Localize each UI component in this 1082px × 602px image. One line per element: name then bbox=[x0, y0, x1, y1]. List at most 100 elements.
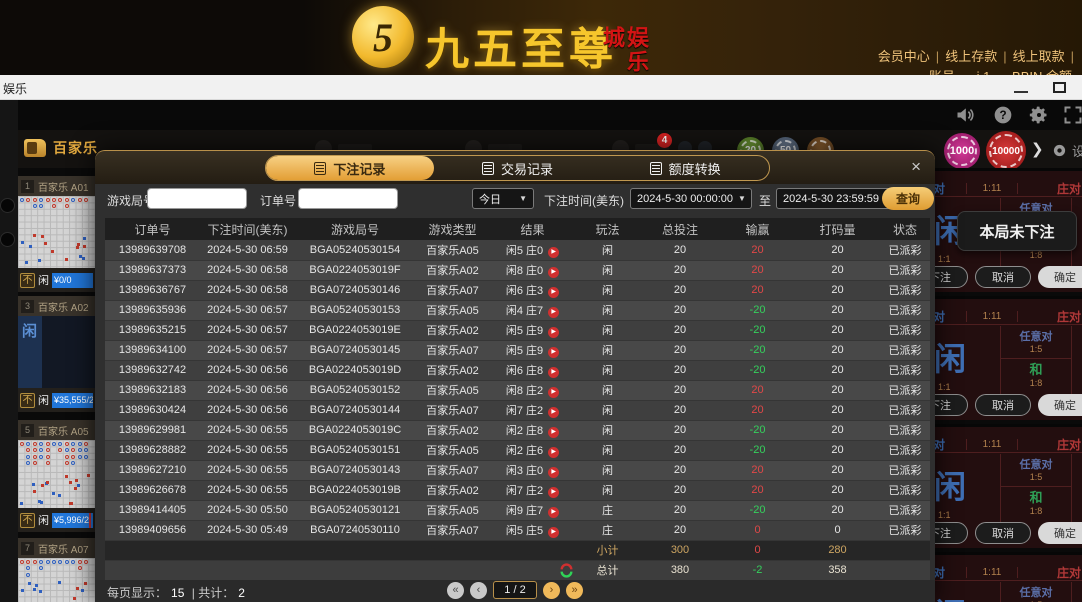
roadmap-a07[interactable] bbox=[18, 558, 95, 602]
settings-gear-icon[interactable] bbox=[1029, 105, 1049, 125]
replay-icon[interactable]: ▶ bbox=[548, 246, 560, 258]
result-cell: 闲8 庄0 ▶ bbox=[490, 260, 575, 280]
player-bet[interactable]: 闲 bbox=[934, 590, 966, 602]
table-row[interactable]: 13989635936 2024-5-30 06:57 BGA05240530153… bbox=[105, 300, 930, 320]
table-amount: ¥35,555/24 bbox=[52, 392, 93, 408]
replay-icon[interactable]: ▶ bbox=[548, 407, 560, 418]
no-bet-overlay: 本局未下注 bbox=[957, 211, 1077, 251]
chip-10000[interactable]: 10000 bbox=[986, 131, 1026, 171]
cancel-button[interactable]: 取消 bbox=[975, 522, 1031, 544]
no-bet-badge[interactable]: 不 bbox=[20, 272, 35, 288]
range-select[interactable]: 今日 ▼ bbox=[472, 188, 534, 209]
player-odds: 1:1 bbox=[938, 510, 951, 520]
replay-icon[interactable]: ▶ bbox=[548, 347, 560, 358]
to-datetime-select[interactable]: 2024-5-30 23:59:59 ▼ bbox=[776, 188, 898, 209]
confirm-button[interactable]: 确定 bbox=[1038, 266, 1082, 288]
replay-icon[interactable]: ▶ bbox=[548, 307, 560, 318]
any-pair-bet[interactable]: 任意对 bbox=[1019, 587, 1053, 599]
balance-label: BBIN 余额 bbox=[1012, 69, 1072, 75]
window-minimize-button[interactable] bbox=[1014, 91, 1028, 93]
table-settings[interactable]: 设 bbox=[1052, 141, 1082, 160]
banker-pair-bet[interactable]: 庄对 bbox=[1056, 182, 1081, 196]
replay-icon[interactable]: ▶ bbox=[548, 267, 560, 278]
result-cell: 闲8 庄2 ▶ bbox=[490, 380, 575, 400]
replay-icon[interactable]: ▶ bbox=[548, 487, 560, 498]
replay-icon[interactable]: ▶ bbox=[548, 327, 560, 338]
order-input[interactable] bbox=[298, 188, 398, 209]
tie-bet[interactable]: 和 bbox=[1001, 486, 1071, 506]
table-row[interactable]: 13989629981 2024-5-30 06:55 BGA0224053019C… bbox=[105, 420, 930, 440]
no-bet-badge[interactable]: 不 bbox=[20, 392, 35, 408]
table-row[interactable]: 13989635215 2024-5-30 06:57 BGA0224053019E… bbox=[105, 320, 930, 340]
replay-icon[interactable]: ▶ bbox=[548, 507, 560, 518]
window-maximize-button[interactable] bbox=[1053, 82, 1066, 93]
table-row[interactable]: 13989639708 2024-5-30 06:59 BGA05240530154… bbox=[105, 240, 930, 260]
next-page-button[interactable]: › bbox=[543, 581, 560, 599]
table-row[interactable]: 13989628882 2024-5-30 06:55 BGA05240530151… bbox=[105, 440, 930, 460]
table-card-a01[interactable]: 1 百家乐 A01 不 闲 ¥0/0 bbox=[18, 176, 95, 292]
table-row[interactable]: 13989632183 2024-5-30 06:56 BGA05240530152… bbox=[105, 380, 930, 400]
table-preview-a02[interactable]: 闲 bbox=[18, 316, 95, 388]
fullscreen-icon[interactable] bbox=[1063, 105, 1082, 125]
no-bet-badge[interactable]: 不 bbox=[20, 512, 35, 528]
table-row[interactable]: 13989626678 2024-5-30 06:55 BGA0224053019B… bbox=[105, 480, 930, 500]
tie-bet[interactable]: 和 bbox=[1001, 358, 1071, 378]
rail-icon[interactable] bbox=[0, 232, 15, 247]
close-icon[interactable]: × bbox=[911, 157, 921, 176]
table-row[interactable]: 13989632742 2024-5-30 06:56 BGA0224053019D… bbox=[105, 360, 930, 380]
tab-transaction-records[interactable]: 交易记录 bbox=[434, 156, 602, 180]
banker-pair-bet[interactable]: 庄对 bbox=[1056, 438, 1081, 452]
table-card-a07[interactable]: 7 百家乐 A07 bbox=[18, 538, 95, 602]
confirm-button[interactable]: 确定 bbox=[1038, 394, 1082, 416]
result-cell: 闲7 庄2 ▶ bbox=[490, 480, 575, 500]
replay-icon[interactable]: ▶ bbox=[548, 467, 560, 478]
banker-pair-bet[interactable]: 庄对 bbox=[1056, 566, 1081, 580]
speaker-icon[interactable] bbox=[955, 105, 975, 125]
any-pair-bet[interactable]: 任意对 bbox=[1019, 331, 1053, 343]
roadmap-a01[interactable] bbox=[18, 196, 95, 268]
chips-next-arrow[interactable]: ❯ bbox=[1031, 141, 1044, 158]
refresh-icon[interactable] bbox=[559, 563, 574, 578]
chip-1000[interactable]: 1000 bbox=[944, 133, 980, 169]
table-row[interactable]: 13989634100 2024-5-30 06:57 BGA07240530145… bbox=[105, 340, 930, 360]
replay-icon[interactable]: ▶ bbox=[548, 447, 560, 458]
banker-pair-bet[interactable]: 庄对 bbox=[1056, 310, 1081, 324]
first-page-button[interactable]: « bbox=[447, 581, 464, 599]
cancel-button[interactable]: 取消 bbox=[975, 266, 1031, 288]
table-row[interactable]: 13989636767 2024-5-30 06:58 BGA07240530146… bbox=[105, 280, 930, 300]
banner-link[interactable]: 线上存款 bbox=[945, 49, 998, 64]
table-row[interactable]: 13989630424 2024-5-30 06:56 BGA07240530144… bbox=[105, 400, 930, 420]
rail-icon[interactable] bbox=[0, 198, 15, 213]
replay-icon[interactable]: ▶ bbox=[548, 527, 560, 538]
table-row[interactable]: 13989637373 2024-5-30 06:58 BGA0224053019F… bbox=[105, 260, 930, 280]
any-pair-bet[interactable]: 任意对 bbox=[1019, 459, 1053, 471]
pair-odds: 1:11 bbox=[966, 183, 1018, 194]
table-row[interactable]: 13989409656 2024-5-30 05:49 BGA07240530110… bbox=[105, 520, 930, 540]
from-datetime-select[interactable]: 2024-5-30 00:00:00 ▼ bbox=[630, 188, 752, 209]
tab-bet-records[interactable]: 下注记录 bbox=[266, 156, 434, 180]
confirm-button[interactable]: 确定 bbox=[1038, 522, 1082, 544]
replay-icon[interactable]: ▶ bbox=[548, 387, 560, 398]
player-bet[interactable]: 闲 bbox=[934, 469, 967, 505]
table-card-a02[interactable]: 3 百家乐 A02 闲 不 闲 ¥35,555/24 bbox=[18, 296, 95, 412]
modal-footer: 每页显示： 15 | 共计： 2 « ‹ 1 / 2 › » bbox=[95, 580, 935, 602]
banner-link[interactable]: 会员中心 bbox=[877, 49, 930, 64]
banner-link[interactable]: 线上取款 bbox=[1012, 49, 1065, 64]
table-card-a05[interactable]: 5 百家乐 A05 不 闲 ¥5,996/2 bbox=[18, 420, 95, 532]
player-bet[interactable]: 闲 bbox=[934, 341, 967, 377]
table-row[interactable]: 13989414405 2024-5-30 05:50 BGA05240530121… bbox=[105, 500, 930, 520]
replay-icon[interactable]: ▶ bbox=[548, 427, 560, 438]
search-button[interactable]: 查询 bbox=[882, 187, 934, 210]
pair-odds: 1:11 bbox=[966, 567, 1018, 578]
round-input[interactable] bbox=[147, 188, 247, 209]
help-icon[interactable]: ? bbox=[993, 105, 1013, 125]
table-row[interactable]: 13989627210 2024-5-30 06:55 BGA07240530143… bbox=[105, 460, 930, 480]
replay-icon[interactable]: ▶ bbox=[548, 287, 560, 298]
nav-item-baccarat[interactable]: 百家乐 bbox=[24, 138, 98, 158]
last-page-button[interactable]: » bbox=[566, 581, 583, 599]
cancel-button[interactable]: 取消 bbox=[975, 394, 1031, 416]
roadmap-a05[interactable] bbox=[18, 440, 95, 508]
prev-page-button[interactable]: ‹ bbox=[470, 581, 487, 599]
replay-icon[interactable]: ▶ bbox=[548, 367, 560, 378]
tab-credit-transfer[interactable]: 额度转换 bbox=[601, 156, 769, 180]
